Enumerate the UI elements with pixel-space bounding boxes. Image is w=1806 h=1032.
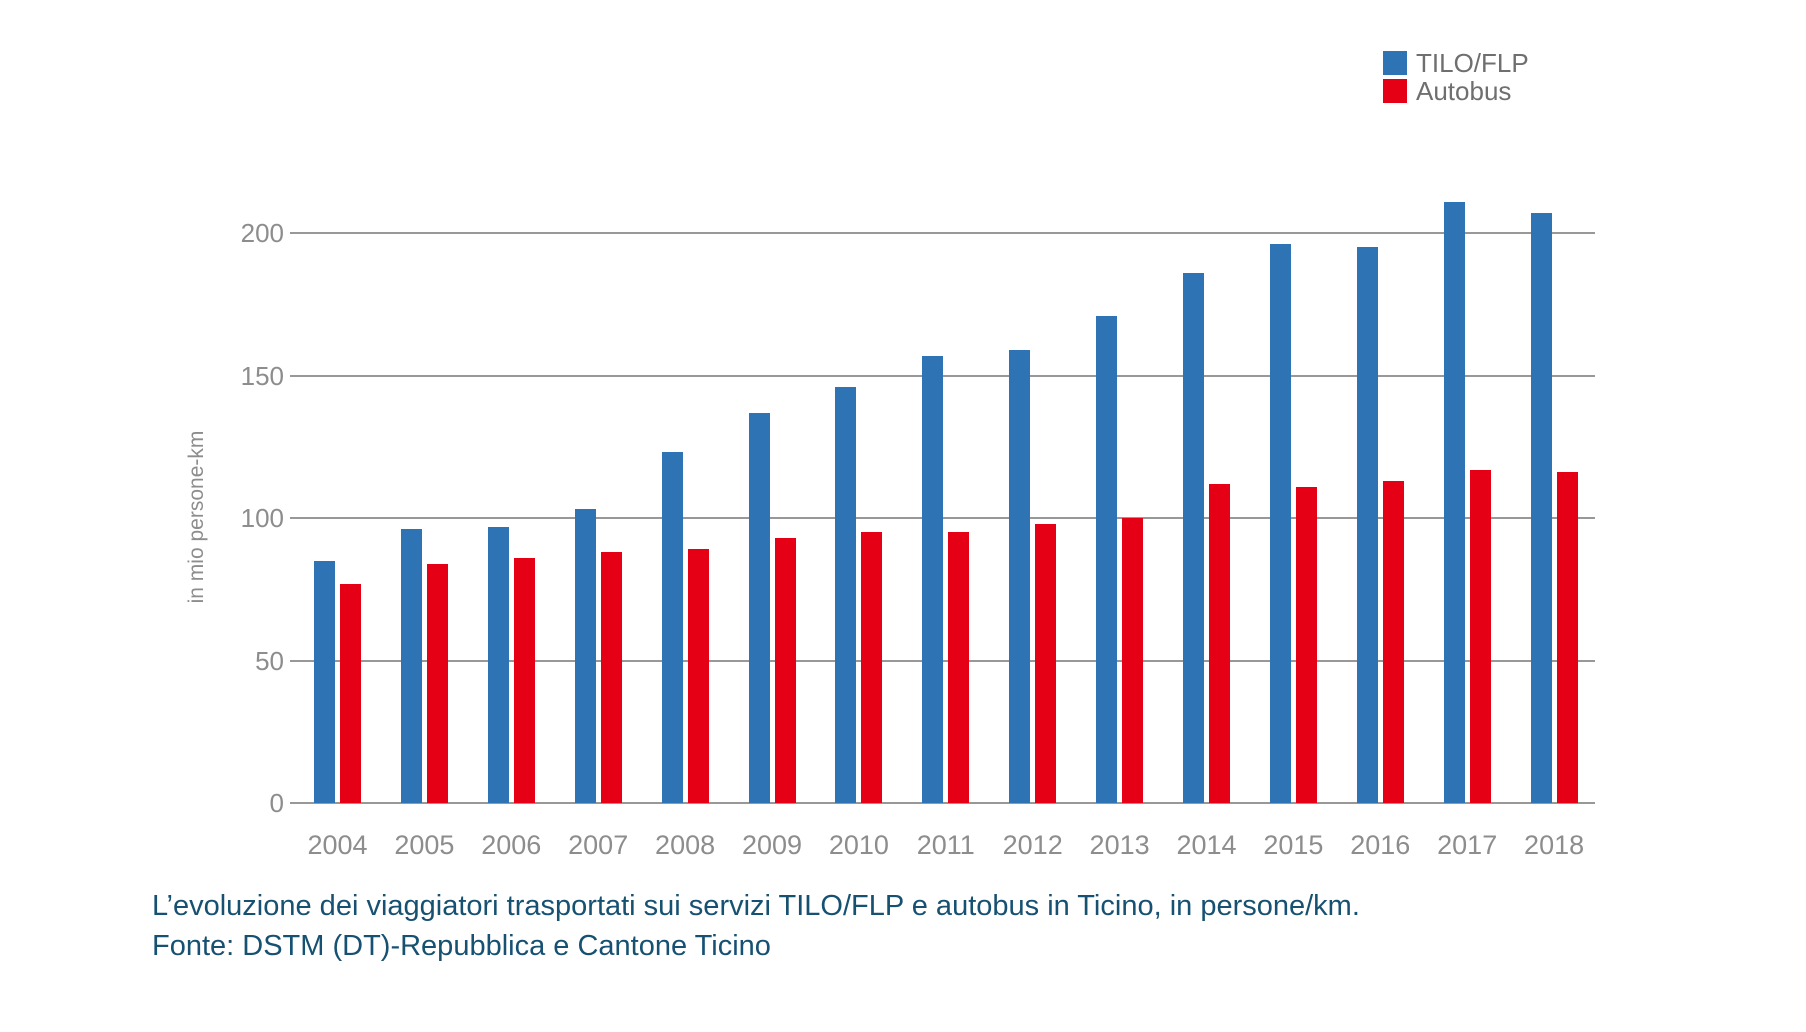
y-tick-label-100: 100 xyxy=(240,503,284,533)
bar-autobus-2008 xyxy=(687,549,709,803)
x-label-2005: 2005 xyxy=(394,830,455,860)
x-label-2017: 2017 xyxy=(1437,830,1498,860)
bar-autobus-2014 xyxy=(1209,483,1230,803)
bar-autobus-2010 xyxy=(861,532,883,803)
legend-label-autobus: Autobus xyxy=(1416,75,1512,106)
caption-line-1: L’evoluzione dei viaggiatori trasportati… xyxy=(152,890,1360,922)
bar-autobus-2018 xyxy=(1556,472,1578,803)
x-label-2007: 2007 xyxy=(568,830,629,860)
x-label-2008: 2008 xyxy=(655,830,716,860)
bar-autobus-2016 xyxy=(1382,480,1404,803)
y-tick-label-50: 50 xyxy=(255,645,284,676)
x-label-2012: 2012 xyxy=(1002,830,1063,860)
bar-autobus-2011 xyxy=(948,532,970,803)
bar-autobus-2007 xyxy=(600,552,622,803)
x-label-2011: 2011 xyxy=(916,830,975,860)
bar-tilo-flp-2011 xyxy=(922,355,944,803)
legend-item-autobus: Autobus xyxy=(1383,76,1529,106)
x-label-2010: 2010 xyxy=(828,830,889,860)
x-label-2004: 2004 xyxy=(307,830,368,860)
bar-tilo-flp-2010 xyxy=(835,386,857,803)
x-label-2013: 2013 xyxy=(1089,830,1150,860)
x-label-2016: 2016 xyxy=(1350,830,1411,860)
bar-tilo-flp-2015 xyxy=(1269,244,1291,803)
gridline-200 xyxy=(290,232,1595,234)
y-tick-label-0: 0 xyxy=(269,788,284,818)
x-label-2009: 2009 xyxy=(741,830,803,860)
caption-line-2: Fonte: DSTM (DT)-Repubblica e Cantone Ti… xyxy=(152,930,771,962)
bar-tilo-flp-2004 xyxy=(314,560,335,803)
bar-tilo-flp-2006 xyxy=(487,526,509,803)
bar-tilo-flp-2012 xyxy=(1009,349,1031,803)
legend-swatch-autobus xyxy=(1383,79,1407,103)
bar-autobus-2004 xyxy=(340,583,361,803)
legend-swatch-tilo-flp xyxy=(1383,51,1407,75)
x-label-2014: 2014 xyxy=(1176,830,1237,860)
y-tick-label-200: 200 xyxy=(240,218,284,248)
gridline-0 xyxy=(290,802,1595,804)
bar-tilo-flp-2014 xyxy=(1183,272,1204,803)
bar-tilo-flp-2018 xyxy=(1530,213,1552,803)
caption: L’evoluzione dei viaggiatori trasportati… xyxy=(152,886,1360,966)
bar-autobus-2017 xyxy=(1469,469,1491,803)
bar-autobus-2013 xyxy=(1122,518,1144,803)
bar-tilo-flp-2016 xyxy=(1356,247,1378,803)
bar-autobus-2005 xyxy=(426,563,448,803)
bar-tilo-flp-2008 xyxy=(661,452,683,803)
x-label-2018: 2018 xyxy=(1524,830,1585,860)
x-label-2006: 2006 xyxy=(481,830,542,860)
bar-autobus-2006 xyxy=(513,557,535,803)
legend-item-tilo-flp: TILO/FLP xyxy=(1383,48,1529,78)
bar-tilo-flp-2009 xyxy=(748,412,770,803)
bar-tilo-flp-2017 xyxy=(1443,201,1465,803)
bar-tilo-flp-2005 xyxy=(400,529,422,803)
legend-label-tilo-flp: TILO/FLP xyxy=(1416,47,1529,78)
chart-legend: TILO/FLP Autobus xyxy=(1383,48,1529,107)
y-tick-label-150: 150 xyxy=(240,360,284,391)
bar-tilo-flp-2007 xyxy=(574,509,596,803)
bar-autobus-2009 xyxy=(774,537,796,803)
bar-tilo-flp-2013 xyxy=(1096,315,1118,803)
bar-autobus-2012 xyxy=(1035,523,1057,803)
x-label-2015: 2015 xyxy=(1263,830,1324,860)
bar-autobus-2015 xyxy=(1295,486,1317,803)
